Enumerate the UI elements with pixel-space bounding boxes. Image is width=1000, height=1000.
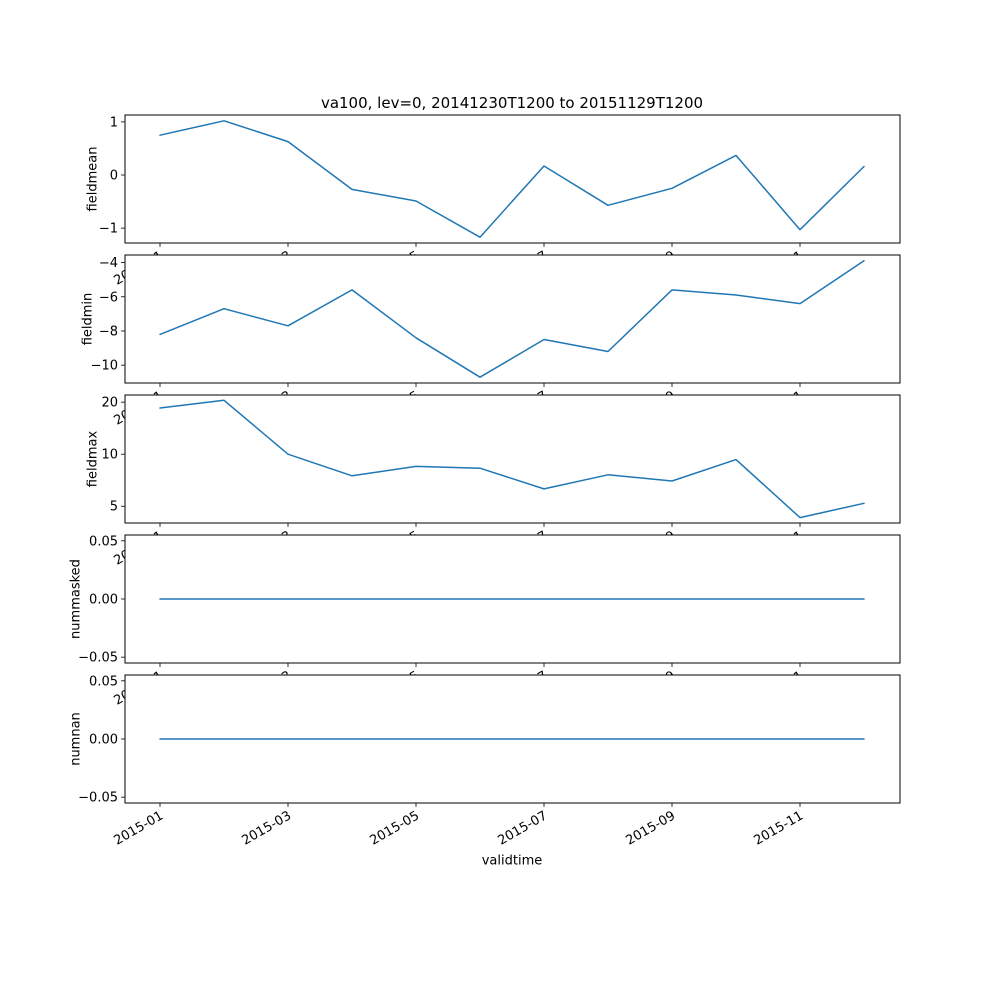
data-line-fieldmin	[159, 260, 865, 378]
y-axis-label-fieldmin: fieldmin	[80, 292, 96, 346]
x-tick-label: 2015-09	[623, 808, 678, 848]
x-tick-label: 2015-11	[751, 808, 806, 848]
x-tick-label: 2015-07	[495, 808, 550, 848]
y-tick-label: −10	[91, 359, 118, 374]
y-tick-label: 0.00	[89, 593, 118, 608]
figure-title: va100, lev=0, 20141230T1200 to 20151129T…	[320, 94, 704, 112]
data-line-fieldmax	[159, 399, 865, 519]
y-tick-label: −6	[99, 290, 118, 305]
y-tick-label: 5	[110, 500, 118, 515]
y-tick-label: 0.05	[89, 674, 118, 689]
y-tick-label: 0.05	[89, 534, 118, 549]
axes-frame	[124, 114, 901, 244]
x-axis-label: validtime	[481, 853, 543, 869]
y-axis-label-nummasked: nummasked	[68, 559, 84, 639]
y-tick-label: −1	[99, 222, 118, 237]
y-tick-label: 20	[101, 396, 118, 411]
axes-frame	[124, 254, 901, 384]
y-axis-label-numnan: numnan	[68, 712, 84, 766]
y-tick-label: 0.00	[89, 733, 118, 748]
y-axis-label-fieldmean: fieldmean	[85, 146, 101, 212]
y-axis-label-fieldmax: fieldmax	[85, 430, 101, 488]
subplot-numnan: 0.05 0.00 −0.05 2015-01 2015-03 2015-05 2015-0…	[78, 674, 901, 849]
x-tick-label: 2015-01	[111, 808, 166, 848]
y-tick-label: −0.05	[78, 791, 118, 806]
y-tick-label: 1	[110, 115, 118, 130]
y-tick-label: 0	[110, 169, 118, 184]
y-tick-label: −8	[99, 324, 118, 339]
y-tick-label: 10	[101, 448, 118, 463]
y-tick-label: −0.05	[78, 651, 118, 666]
axes-frame	[124, 394, 901, 524]
x-tick-label: 2015-03	[239, 808, 294, 848]
y-tick-label: −4	[99, 256, 118, 271]
x-tick-label: 2015-05	[367, 808, 422, 848]
data-line-fieldmean	[159, 120, 865, 238]
